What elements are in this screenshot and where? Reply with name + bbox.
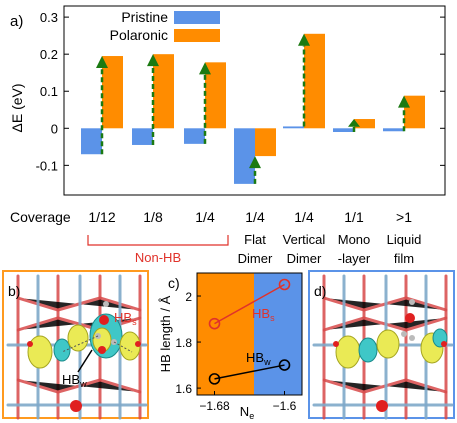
bar-pristine <box>184 128 205 144</box>
legend-polaronic-swatch <box>174 29 220 42</box>
category-sublabel: Flat <box>244 232 266 247</box>
y-tick-label: -0.1 <box>36 158 58 173</box>
series-point <box>278 359 291 371</box>
bar-pristine <box>132 128 153 145</box>
legend-pristine-swatch <box>174 11 220 24</box>
change-arrow-head <box>398 95 410 108</box>
coverage-value: >1 <box>396 209 412 225</box>
coverage-value: 1/8 <box>143 209 163 225</box>
panel-c-blue-region <box>254 273 302 395</box>
bar-polaronic <box>354 119 375 129</box>
panel-b-density <box>27 313 141 369</box>
category-sublabels: Flat Dimer Vertical Dimer Mono -layer Liquid fi… <box>238 232 422 266</box>
panel-c-ylabel: HB length / Å <box>158 295 173 372</box>
bar-pristine <box>234 128 255 184</box>
coverage-value: 1/4 <box>294 209 314 225</box>
coverage-value: 1/1 <box>344 209 364 225</box>
series-line <box>214 364 285 380</box>
panel-c-orange-region <box>197 273 254 395</box>
y-tick-label: 0.2 <box>40 47 58 62</box>
legend-pristine-label: Pristine <box>121 9 168 25</box>
y-tick-label: 0 <box>51 121 58 136</box>
c-y-tick-label: 2 <box>185 290 192 304</box>
category-sublabel: Dimer <box>238 251 273 266</box>
c-x-tick-label: −1.6 <box>273 399 297 413</box>
bar-polaronic <box>153 54 174 129</box>
panel-a-bars <box>81 33 425 184</box>
change-arrow-head <box>348 119 360 127</box>
change-arrow-head <box>249 156 261 169</box>
panel-c-hbs-label: HBs <box>252 306 275 323</box>
bar-pristine <box>283 126 304 129</box>
legend-polaronic-label: Polaronic <box>110 27 168 43</box>
series-line <box>214 283 285 325</box>
panel-c-label: c) <box>168 275 180 291</box>
series-point <box>278 278 291 291</box>
panel-c-ticks: 1.6 1.8 2 −1.68 −1.6 <box>175 290 296 413</box>
c-x-tick-label: −1.68 <box>199 399 230 413</box>
panel-b-hbw-label: HBw <box>62 372 87 389</box>
category-labels: 1/12 1/8 1/4 1/4 1/4 1/1 >1 <box>88 209 412 225</box>
panel-c-hbw-label: HBw <box>246 350 271 367</box>
panel-d-density <box>335 328 448 369</box>
y-tick-label: 0.3 <box>40 10 58 25</box>
panel-a-arrows <box>96 33 410 184</box>
bar-pristine <box>333 128 354 132</box>
c-y-tick-label: 1.6 <box>175 382 192 396</box>
bar-pristine <box>383 128 404 132</box>
change-arrow-head <box>96 56 108 69</box>
change-arrow-head <box>147 54 159 67</box>
non-hb-bracket: Non-HB <box>87 235 229 265</box>
change-arrow-head <box>298 33 310 46</box>
panel-a-frame <box>63 5 446 196</box>
category-sublabel: film <box>394 251 414 266</box>
bar-pristine <box>81 128 102 155</box>
coverage-value: 1/4 <box>245 209 265 225</box>
panel-a: a) -0.1 0 0.1 0.2 0.3 ΔE (eV) Pristine Polar… <box>9 5 446 266</box>
series-point <box>208 373 221 385</box>
y-tick-label: 0.1 <box>40 84 58 99</box>
bar-polaronic <box>205 62 226 129</box>
coverage-label: Coverage <box>10 209 71 225</box>
category-sublabel: -layer <box>338 251 371 266</box>
category-sublabel: Dimer <box>287 251 322 266</box>
panel-c-xlabel: Ne <box>240 404 254 421</box>
legend: Pristine Polaronic <box>110 9 220 43</box>
coverage-value: 1/12 <box>88 209 115 225</box>
bar-polaronic <box>255 128 276 157</box>
panel-b-hbs-label: HBs <box>114 310 137 327</box>
bar-polaronic <box>102 56 123 129</box>
series-point <box>208 317 221 330</box>
change-arrow-head <box>199 62 211 75</box>
bar-polaronic <box>304 33 325 129</box>
panel-a-yticks: -0.1 0 0.1 0.2 0.3 <box>36 10 445 173</box>
bar-polaronic <box>404 95 425 129</box>
panel-d-atoms <box>333 299 447 412</box>
panel-b: b) HBs HBw <box>2 270 149 420</box>
panel-c-series <box>208 278 291 385</box>
coverage-value: 1/4 <box>195 209 215 225</box>
panel-b-label: b) <box>8 283 20 299</box>
non-hb-label: Non-HB <box>135 250 181 265</box>
category-sublabel: Mono <box>338 232 371 247</box>
panel-a-ylabel: ΔE (eV) <box>9 83 25 132</box>
category-sublabel: Liquid <box>387 232 422 247</box>
panel-c-frame <box>196 272 303 396</box>
panel-d: d) <box>308 270 455 420</box>
panel-d-label: d) <box>314 283 326 299</box>
c-y-tick-label: 1.8 <box>175 336 192 350</box>
panel-c: c) 1.6 1.8 2 −1.68 −1.6 HB length / Å Ne HBs… <box>158 272 303 421</box>
panel-b-atoms <box>27 301 141 412</box>
panel-a-label: a) <box>10 13 23 30</box>
category-sublabel: Vertical <box>283 232 326 247</box>
